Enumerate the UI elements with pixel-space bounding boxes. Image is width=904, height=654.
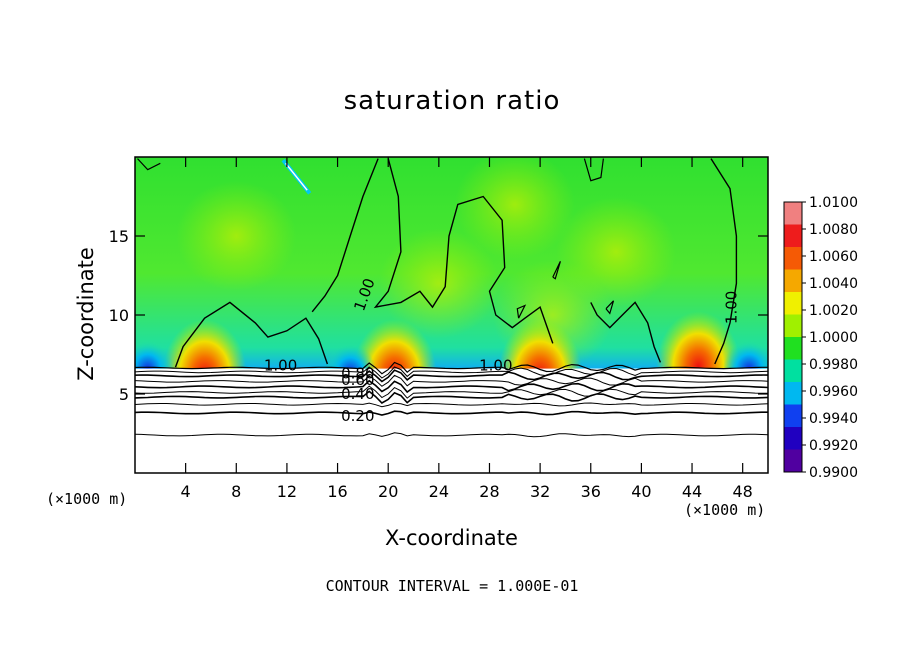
upper-field bbox=[135, 157, 768, 369]
x-tick-label: 36 bbox=[581, 482, 601, 501]
colorbar-swatch bbox=[784, 449, 802, 473]
contour-line-1-00 bbox=[311, 158, 379, 313]
x-unit-label-right: (×1000 m) bbox=[684, 501, 766, 519]
colorbar-label: 1.0000 bbox=[809, 330, 858, 346]
x-tick-label: 8 bbox=[231, 482, 241, 501]
x-tick-label: 12 bbox=[277, 482, 297, 501]
subsaturated-patch bbox=[135, 340, 174, 369]
colorbar-label: 1.0040 bbox=[809, 276, 858, 292]
x-tick-label: 48 bbox=[733, 482, 753, 501]
contour-label: 0.60 bbox=[341, 371, 374, 389]
colorbar-label: 1.0060 bbox=[809, 249, 858, 265]
y-tick-label: 5 bbox=[119, 385, 129, 404]
contour-line bbox=[134, 379, 769, 394]
moist-wisp bbox=[454, 157, 575, 260]
subsaturated-patch bbox=[723, 340, 768, 369]
colorbar-swatch bbox=[784, 337, 802, 360]
colorbar-swatch bbox=[784, 247, 802, 270]
contour-label: 1.00 bbox=[479, 357, 512, 375]
moist-wisp bbox=[176, 181, 297, 291]
x-tick-label: 44 bbox=[682, 482, 702, 501]
supersaturated-patch bbox=[162, 319, 247, 369]
x-tick-label: 16 bbox=[327, 482, 347, 501]
x-unit-label-left: (×1000 m) bbox=[46, 490, 128, 508]
colorbar-swatch bbox=[784, 202, 802, 225]
contour-line bbox=[134, 410, 768, 416]
moist-wisp bbox=[378, 228, 499, 339]
contour-line-1-00 bbox=[583, 158, 604, 182]
colorbar-label: 0.9940 bbox=[809, 411, 858, 427]
x-tick-label: 20 bbox=[378, 482, 398, 501]
ice-streak-core bbox=[285, 162, 308, 191]
colorbar-label: 0.9920 bbox=[809, 438, 858, 454]
colorbar-swatch bbox=[784, 359, 802, 383]
x-tick-label: 28 bbox=[479, 482, 499, 501]
supersaturated-patch bbox=[352, 319, 437, 369]
colorbar-label: 1.0080 bbox=[809, 222, 858, 238]
colorbar-swatch bbox=[784, 427, 802, 450]
colorbar-label: 0.9900 bbox=[809, 465, 858, 481]
contour-line bbox=[134, 366, 769, 379]
colorbar-label: 0.9960 bbox=[809, 384, 858, 400]
x-tick-label: 24 bbox=[429, 482, 449, 501]
subsaturated-patch bbox=[324, 343, 377, 369]
colorbar-swatch bbox=[784, 404, 802, 428]
x-axis: 4 8 12 16 20 24 28 32 36 40 44 48 bbox=[181, 157, 753, 501]
x-tick-label: 32 bbox=[530, 482, 550, 501]
contour-line-1-00 bbox=[137, 158, 161, 171]
colorbar-swatch bbox=[784, 224, 802, 248]
contour-label: 1.00 bbox=[264, 357, 297, 375]
contour-line bbox=[134, 432, 769, 438]
colorbar: 1.0100 1.0080 1.0060 1.0040 1.0020 1.0000 0.99… bbox=[783, 195, 858, 481]
contour-interval-note: CONTOUR INTERVAL = 1.000E-01 bbox=[325, 577, 579, 595]
contour-line bbox=[134, 385, 768, 399]
x-axis-label: X-coordinate bbox=[385, 526, 518, 550]
colorbar-swatch bbox=[784, 382, 802, 405]
colorbar-label: 0.9980 bbox=[809, 357, 858, 373]
x-tick-label: 4 bbox=[181, 482, 191, 501]
chart-title: saturation ratio bbox=[343, 86, 561, 116]
contour-lines bbox=[134, 158, 769, 438]
moist-wisp bbox=[556, 196, 677, 307]
contour-label: 0.80 bbox=[341, 364, 374, 382]
y-tick-label: 15 bbox=[109, 227, 129, 246]
colorbar-label: 1.0020 bbox=[809, 303, 858, 319]
contour-line bbox=[134, 369, 769, 383]
contour-line-1-00 bbox=[174, 301, 329, 368]
subsaturated-region bbox=[135, 368, 768, 473]
saturation-field bbox=[135, 157, 768, 473]
contour-line-1-00 bbox=[134, 361, 768, 375]
y-tick-label: 10 bbox=[109, 306, 129, 325]
contour-line bbox=[134, 390, 769, 405]
contour-label: 0.20 bbox=[341, 407, 374, 425]
contour-labels: 1.001.001.001.000.800.600.400.20 bbox=[264, 276, 740, 425]
contour-line-1-00 bbox=[710, 158, 738, 365]
contour-line bbox=[134, 402, 769, 408]
contour-label: 0.40 bbox=[341, 385, 374, 403]
y-axis: 5 10 15 bbox=[109, 227, 768, 404]
contour-line-1-00 bbox=[590, 301, 662, 363]
contour-line-1-00 bbox=[373, 158, 554, 344]
colorbar-label: 1.0100 bbox=[809, 195, 858, 211]
colorbar-swatch bbox=[784, 269, 802, 293]
contour-label: 1.00 bbox=[722, 291, 740, 324]
contour-line bbox=[134, 374, 769, 387]
colorbar-swatch bbox=[784, 292, 802, 315]
contour-line-1-00 bbox=[605, 300, 615, 315]
y-axis-label: Z-coordinate bbox=[74, 247, 98, 381]
supersaturated-patch bbox=[498, 319, 582, 369]
colorbar-swatch bbox=[784, 314, 802, 338]
contour-line-1-00 bbox=[552, 261, 561, 280]
x-tick-label: 40 bbox=[631, 482, 651, 501]
contour-line-1-00 bbox=[516, 304, 527, 319]
